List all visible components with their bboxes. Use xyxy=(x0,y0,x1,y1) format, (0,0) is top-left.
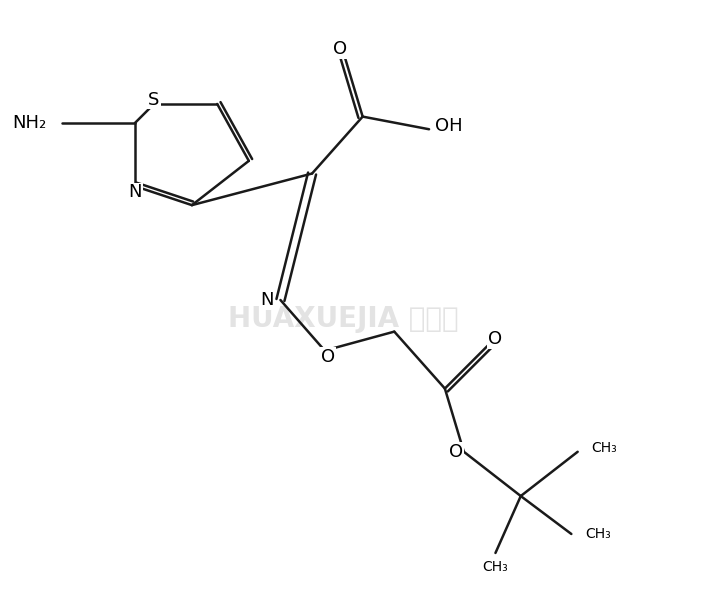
Text: O: O xyxy=(488,330,503,348)
Text: N: N xyxy=(260,291,274,309)
Text: NH₂: NH₂ xyxy=(12,114,47,132)
Text: HUAXUEJIA 化学加: HUAXUEJIA 化学加 xyxy=(229,305,459,333)
Text: O: O xyxy=(449,443,463,461)
Text: O: O xyxy=(334,40,347,58)
Text: OH: OH xyxy=(436,117,463,135)
Text: CH₃: CH₃ xyxy=(482,560,508,574)
Text: S: S xyxy=(148,91,160,109)
Text: N: N xyxy=(128,184,142,202)
Text: O: O xyxy=(321,348,335,366)
Text: CH₃: CH₃ xyxy=(585,527,611,541)
Text: CH₃: CH₃ xyxy=(592,441,618,455)
